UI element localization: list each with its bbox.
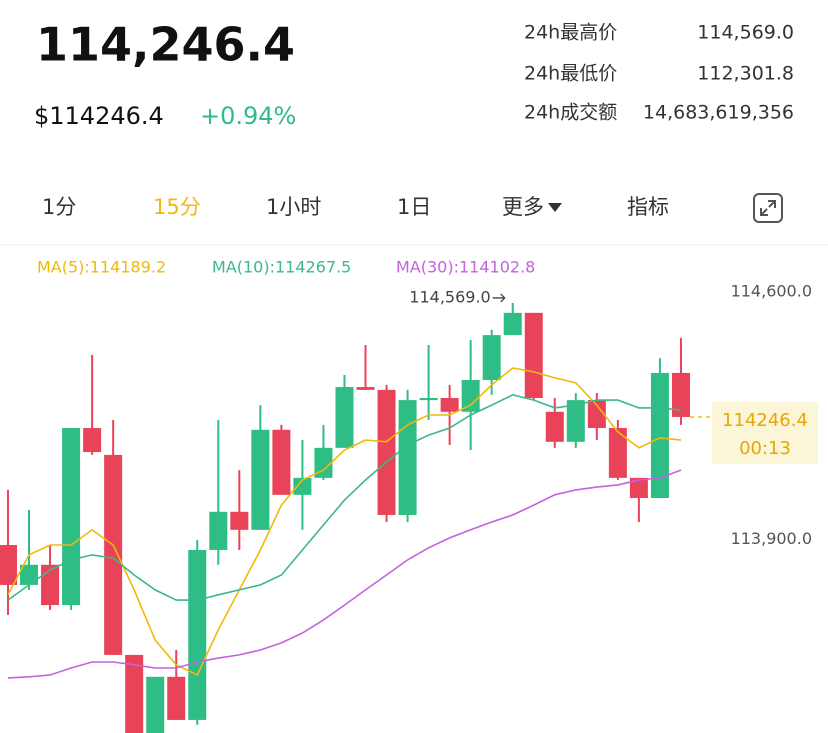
candle-body xyxy=(461,379,480,412)
ma-legend: MA(30):114102.8 xyxy=(396,258,535,277)
stat-value: 14,683,619,356 xyxy=(643,102,794,124)
candle-body xyxy=(629,477,648,499)
candle-body xyxy=(209,511,228,550)
stat-value: 114,569.0 xyxy=(697,22,794,44)
countdown: 00:13 xyxy=(739,438,791,459)
price-tag-value: 114246.4 xyxy=(722,410,808,431)
candle-body xyxy=(104,454,123,655)
candle-body xyxy=(398,400,417,515)
ma-line xyxy=(7,393,682,601)
candle-body xyxy=(293,477,312,495)
fullscreen-icon[interactable] xyxy=(753,193,783,223)
high-label: 114,569.0 xyxy=(409,287,490,306)
tab-active[interactable]: 15分 xyxy=(153,195,201,219)
candle-body xyxy=(377,389,396,515)
candle-body xyxy=(0,545,17,585)
candle-body xyxy=(188,549,207,720)
candle-body xyxy=(419,398,438,401)
tab[interactable]: 更多 xyxy=(502,195,544,219)
candle-body xyxy=(314,447,333,478)
tab[interactable]: 1日 xyxy=(397,195,431,219)
stat-label: 24h最低价 xyxy=(524,63,617,85)
candle-body xyxy=(167,676,186,720)
ma-legend: MA(5):114189.2 xyxy=(37,258,166,277)
tab[interactable]: 指标 xyxy=(627,195,669,219)
y-tick-label: 113,900.0 xyxy=(731,529,812,548)
ma-line xyxy=(7,469,682,679)
candle-body xyxy=(356,387,375,390)
stat-label: 24h最高价 xyxy=(524,22,617,44)
candle-body xyxy=(482,335,501,380)
candle-body xyxy=(62,428,81,606)
candle-body xyxy=(440,398,459,412)
candle-body xyxy=(272,429,291,495)
tab[interactable]: 1小时 xyxy=(266,195,321,219)
candle-body xyxy=(251,429,270,530)
candle-body xyxy=(41,564,60,606)
plot xyxy=(0,302,690,733)
price: 114,246.4 xyxy=(36,18,295,72)
candle-body xyxy=(524,312,543,399)
high-arrow xyxy=(492,293,506,303)
tab[interactable]: 1分 xyxy=(42,195,76,219)
ma-line xyxy=(7,367,682,677)
y-tick-label: 114,600.0 xyxy=(731,281,812,300)
stat-label: 24h成交额 xyxy=(524,102,617,124)
price-tag xyxy=(712,401,818,464)
candle-body xyxy=(671,372,690,417)
candle-body xyxy=(650,372,669,499)
candle-body xyxy=(230,511,249,530)
candle-body xyxy=(608,428,627,478)
candle-body xyxy=(83,428,102,453)
price-usd: $114246.4 xyxy=(34,102,164,130)
candle-body xyxy=(566,400,585,442)
candle-body xyxy=(20,564,39,585)
candle-body xyxy=(545,411,564,442)
candle-body xyxy=(146,676,165,733)
candle-body xyxy=(125,654,144,733)
ma-legend: MA(10):114267.5 xyxy=(212,258,351,277)
change: +0.94% xyxy=(200,102,296,130)
stat-value: 112,301.8 xyxy=(697,63,794,85)
candle-body xyxy=(335,387,354,448)
dropdown-arrow xyxy=(548,203,562,212)
candle-body xyxy=(587,400,606,429)
candle-body xyxy=(503,312,522,336)
